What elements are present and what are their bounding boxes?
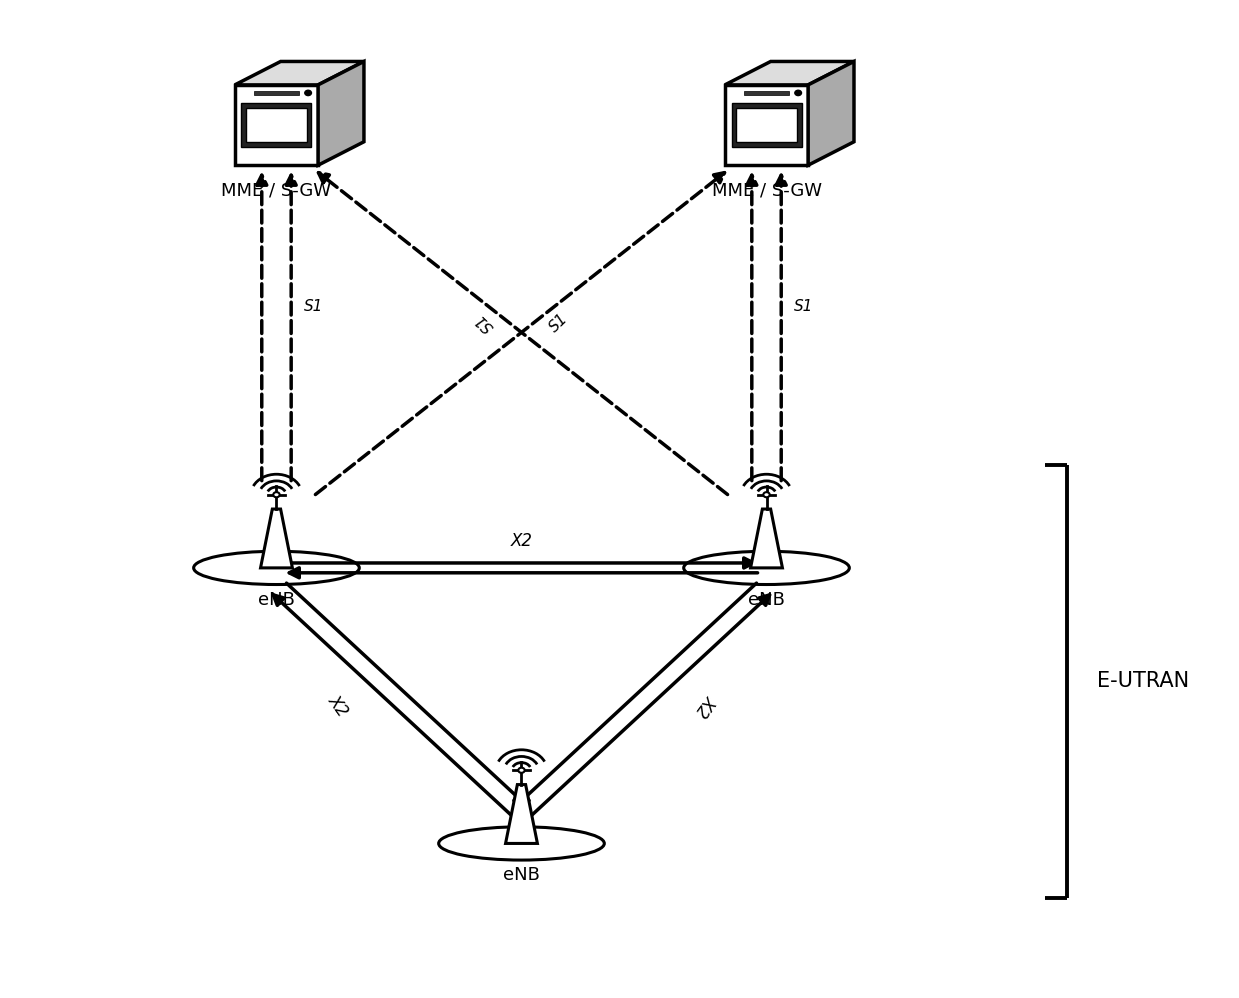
Bar: [242, 103, 311, 147]
Polygon shape: [725, 85, 808, 166]
Polygon shape: [235, 62, 364, 85]
Bar: [254, 91, 300, 95]
Circle shape: [305, 90, 311, 96]
Bar: [731, 103, 802, 147]
Text: S1: S1: [793, 298, 813, 313]
Text: S1: S1: [304, 298, 323, 313]
Text: eNB: eNB: [748, 591, 786, 609]
Circle shape: [274, 492, 280, 497]
Text: eNB: eNB: [503, 866, 540, 884]
Text: eNB: eNB: [258, 591, 295, 609]
Text: X2: X2: [325, 692, 352, 720]
Text: MME / S-GW: MME / S-GW: [222, 182, 332, 200]
Circle shape: [518, 767, 524, 772]
Bar: [736, 108, 798, 142]
Text: E-UTRAN: E-UTRAN: [1098, 671, 1189, 691]
Bar: [245, 108, 307, 142]
Polygon shape: [725, 62, 854, 85]
Circle shape: [795, 90, 802, 96]
Polygon shape: [751, 509, 783, 568]
Text: S1: S1: [472, 310, 497, 334]
Polygon shape: [235, 85, 318, 166]
Polygon shape: [260, 509, 292, 568]
Polygon shape: [506, 784, 538, 843]
Text: X2: X2: [510, 532, 533, 550]
Polygon shape: [808, 62, 854, 166]
Polygon shape: [318, 62, 364, 166]
Text: X2: X2: [691, 692, 719, 720]
Text: S1: S1: [546, 310, 570, 334]
Circle shape: [763, 492, 769, 497]
Text: MME / S-GW: MME / S-GW: [711, 182, 821, 200]
Bar: [743, 91, 789, 95]
